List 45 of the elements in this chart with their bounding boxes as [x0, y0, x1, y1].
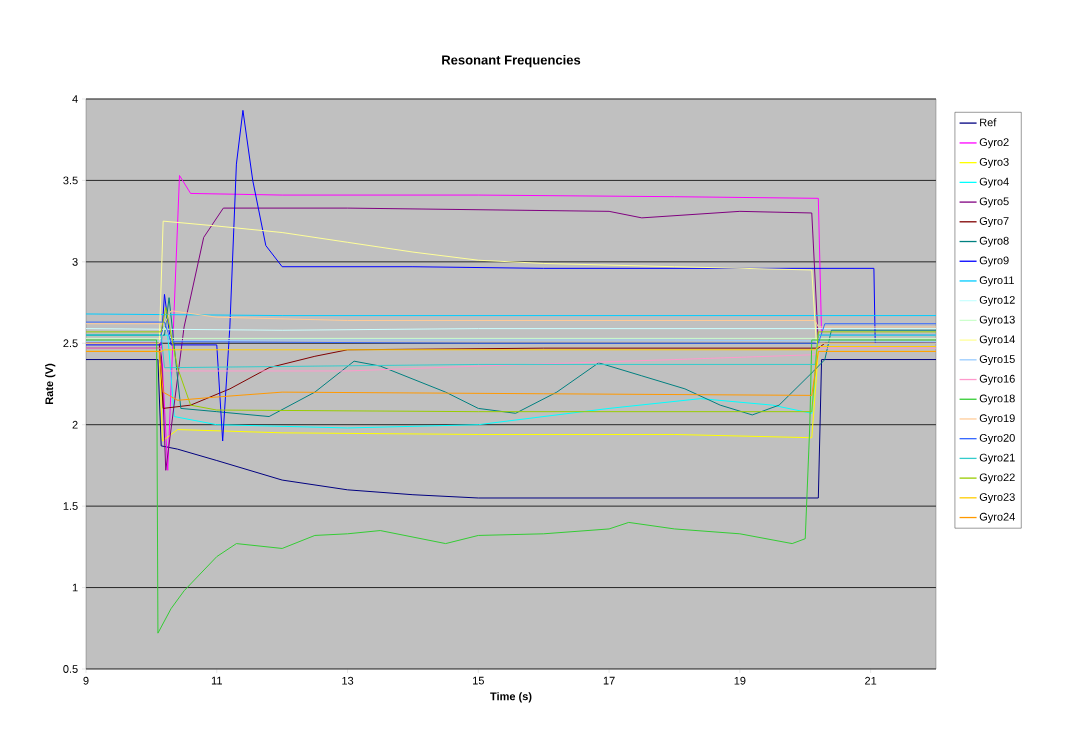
- y-tick-label: 1: [72, 583, 78, 592]
- y-tick-label: 2: [72, 420, 78, 429]
- legend-label: Gyro11: [979, 276, 1014, 287]
- legend-label: Gyro18: [979, 394, 1015, 405]
- line-series: [86, 350, 937, 401]
- y-tick-label: 0.5: [63, 665, 78, 673]
- x-tick-label: 21: [865, 676, 877, 685]
- x-tick-label: 19: [734, 676, 746, 685]
- x-tick-label: 11: [211, 676, 222, 685]
- x-tick-label: 13: [342, 676, 354, 685]
- legend-label: Gyro19: [979, 414, 1015, 425]
- legend-label: Gyro5: [979, 197, 1009, 208]
- legend-label: Gyro8: [979, 236, 1009, 247]
- legend-label: Gyro15: [979, 355, 1015, 366]
- line-series: [86, 321, 937, 344]
- legend-label: Gyro13: [979, 315, 1015, 326]
- legend-label: Gyro20: [979, 434, 1015, 444]
- line-series: [86, 310, 937, 328]
- legend-label: Gyro4: [979, 177, 1009, 188]
- x-tick-label: 9: [83, 676, 89, 685]
- line-series: [86, 339, 937, 634]
- legend-label: Gyro22: [979, 473, 1015, 484]
- legend-label: Gyro21: [979, 453, 1015, 464]
- legend-label: Gyro3: [979, 157, 1009, 168]
- legend-label: Gyro12: [979, 296, 1015, 306]
- y-tick-label: 1.5: [63, 502, 78, 510]
- legend-label: Gyro16: [979, 374, 1015, 385]
- legend-label: Gyro7: [979, 217, 1009, 228]
- x-axis-title: Time (s): [490, 692, 532, 703]
- legend-label: Gyro14: [979, 335, 1015, 346]
- legend-label: Gyro23: [979, 493, 1015, 504]
- y-tick-label: 3.5: [63, 176, 78, 185]
- legend-label: Gyro2: [979, 138, 1009, 149]
- x-tick-label: 15: [473, 676, 484, 685]
- line-series: [86, 220, 937, 344]
- legend-label: Ref: [980, 118, 997, 127]
- line-series: [86, 347, 937, 372]
- legend-label: Gyro9: [979, 256, 1009, 267]
- chart-title: Resonant Frequencies: [442, 55, 581, 68]
- y-tick-label: 3: [72, 257, 78, 266]
- y-axis-title: Rate (V): [45, 363, 56, 405]
- x-tick-label: 17: [603, 676, 615, 685]
- y-tick-label: 4: [72, 95, 78, 103]
- y-tick-label: 2.5: [63, 339, 78, 348]
- legend-label: Gyro24: [979, 512, 1015, 523]
